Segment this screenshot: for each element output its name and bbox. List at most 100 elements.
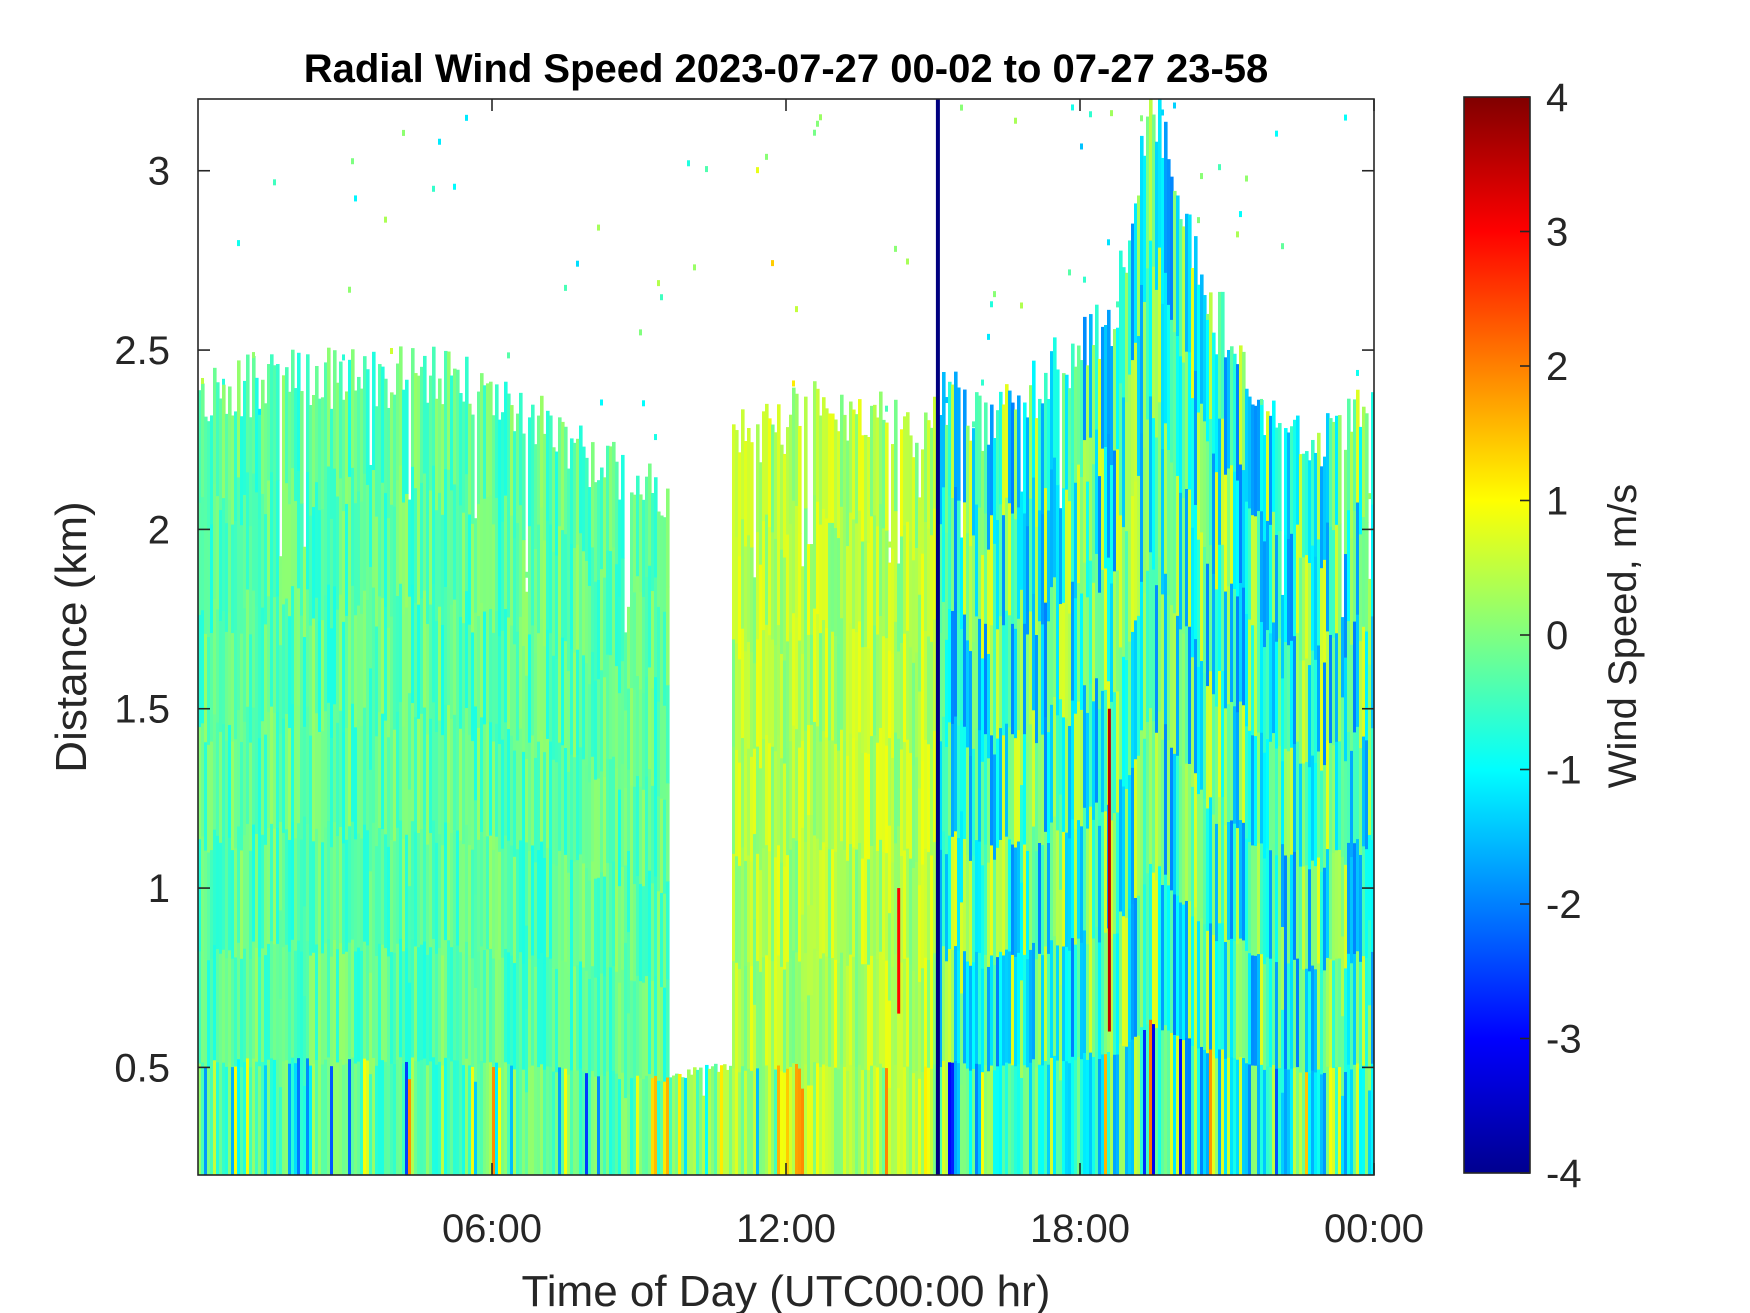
heatmap-cell bbox=[471, 957, 475, 1067]
heatmap-cell bbox=[753, 918, 757, 1005]
heatmap-cell bbox=[1179, 901, 1183, 1040]
heatmap-cell bbox=[771, 853, 775, 962]
heatmap-cell bbox=[915, 756, 919, 862]
heatmap-cell bbox=[852, 628, 856, 739]
heatmap-cell bbox=[663, 705, 667, 800]
heatmap-cell bbox=[1185, 351, 1189, 490]
heatmap-cell bbox=[1233, 823, 1237, 941]
heatmap-cell bbox=[1242, 587, 1246, 706]
heatmap-cell bbox=[603, 477, 607, 578]
heatmap-cell bbox=[570, 648, 574, 755]
heatmap-cell bbox=[657, 985, 661, 1081]
heatmap-cell bbox=[489, 721, 493, 836]
heatmap-cell bbox=[1098, 592, 1102, 710]
heatmap-cell bbox=[351, 349, 355, 468]
heatmap-cell bbox=[846, 965, 850, 1071]
heatmap-cell bbox=[1188, 900, 1192, 1039]
heatmap-cell bbox=[279, 909, 283, 999]
heatmap-cell bbox=[639, 494, 643, 593]
heatmap-cell bbox=[1212, 813, 1216, 935]
heatmap-cell bbox=[1047, 509, 1051, 622]
heatmap-cell bbox=[1347, 953, 1351, 1065]
heatmap-cell bbox=[1008, 1062, 1012, 1175]
heatmap-cell bbox=[1128, 907, 1132, 1043]
heatmap-cell bbox=[804, 396, 808, 509]
heatmap-cell bbox=[252, 355, 256, 474]
heatmap-cell bbox=[1290, 426, 1294, 534]
heatmap-cell bbox=[264, 1064, 268, 1175]
heatmap-cell bbox=[1365, 957, 1369, 1067]
heatmap-cell bbox=[207, 959, 211, 1068]
heatmap-cell bbox=[855, 957, 859, 1067]
heatmap-cell bbox=[1017, 506, 1021, 619]
heatmap-cell bbox=[489, 608, 493, 723]
heatmap-cell bbox=[1323, 867, 1327, 971]
heatmap-cell bbox=[1224, 357, 1228, 475]
heatmap-cell bbox=[1116, 690, 1120, 813]
heatmap-cell bbox=[801, 740, 805, 828]
heatmap-cell bbox=[744, 965, 748, 1071]
heatmap-cell bbox=[222, 610, 226, 724]
heatmap-cell bbox=[822, 1063, 826, 1175]
heatmap-cell bbox=[594, 779, 598, 879]
heatmap-cell bbox=[627, 931, 631, 1014]
heatmap-cell bbox=[348, 592, 352, 710]
heatmap-cell bbox=[1023, 954, 1027, 1066]
heatmap-cell bbox=[258, 737, 262, 848]
heatmap-cell bbox=[435, 842, 439, 954]
heatmap-cell bbox=[459, 728, 463, 841]
heatmap-cell bbox=[219, 1064, 223, 1175]
heatmap-cell bbox=[237, 825, 241, 943]
heatmap-cell bbox=[309, 1065, 313, 1175]
heatmap-cell bbox=[477, 951, 481, 1064]
heatmap-cell bbox=[291, 349, 295, 469]
heatmap-cell bbox=[1335, 741, 1339, 851]
heatmap-cell bbox=[762, 520, 766, 631]
heatmap-cell bbox=[861, 435, 865, 542]
heatmap-cell bbox=[1080, 360, 1084, 478]
heatmap-cell bbox=[369, 464, 373, 568]
heatmap-cell bbox=[1095, 677, 1099, 803]
heatmap-cell bbox=[564, 426, 568, 535]
heatmap-cell bbox=[1212, 452, 1216, 574]
heatmap-cell bbox=[1056, 484, 1060, 601]
heatmap-cell bbox=[300, 503, 304, 616]
heatmap-cell bbox=[861, 752, 865, 859]
heatmap-cell bbox=[1077, 701, 1081, 821]
heatmap-cell bbox=[507, 1063, 511, 1175]
heatmap-cell bbox=[774, 856, 778, 964]
heatmap-cell bbox=[1215, 1057, 1219, 1175]
heatmap-cell bbox=[204, 849, 208, 959]
heatmap-cell bbox=[564, 284, 567, 291]
heatmap-cell bbox=[240, 416, 244, 526]
heatmap-cell bbox=[219, 953, 223, 1065]
heatmap-cell bbox=[510, 1065, 514, 1175]
heatmap-cell bbox=[417, 604, 421, 719]
heatmap-cell bbox=[1095, 304, 1099, 430]
heatmap-cell bbox=[1014, 956, 1018, 1067]
heatmap-cell bbox=[786, 961, 790, 1069]
heatmap-cell bbox=[660, 1080, 664, 1175]
heatmap-cell bbox=[960, 719, 964, 812]
heatmap-cell bbox=[243, 721, 247, 836]
heatmap-cell bbox=[864, 857, 868, 965]
heatmap-cell bbox=[780, 444, 784, 550]
y-axis-ticks: 0.511.522.53 bbox=[114, 150, 1374, 1090]
heatmap-cell bbox=[531, 734, 535, 846]
heatmap-cell bbox=[294, 612, 298, 726]
heatmap-cell bbox=[1302, 1071, 1306, 1175]
heatmap-cell bbox=[873, 1064, 877, 1175]
heatmap-cell bbox=[1059, 698, 1063, 795]
heatmap-cell bbox=[744, 441, 748, 547]
heatmap-cell bbox=[1182, 1039, 1186, 1175]
heatmap-cell bbox=[1074, 1059, 1078, 1175]
heatmap-cell bbox=[315, 828, 319, 945]
heatmap-cell bbox=[483, 949, 487, 1063]
heatmap-cell bbox=[741, 737, 745, 848]
heatmap-cell bbox=[1296, 958, 1300, 1068]
heatmap-cell bbox=[351, 158, 354, 165]
heatmap-cell bbox=[447, 939, 451, 1058]
heatmap-cell bbox=[1062, 945, 1066, 1062]
heatmap-cell bbox=[1299, 866, 1303, 970]
heatmap-cell bbox=[294, 388, 298, 502]
